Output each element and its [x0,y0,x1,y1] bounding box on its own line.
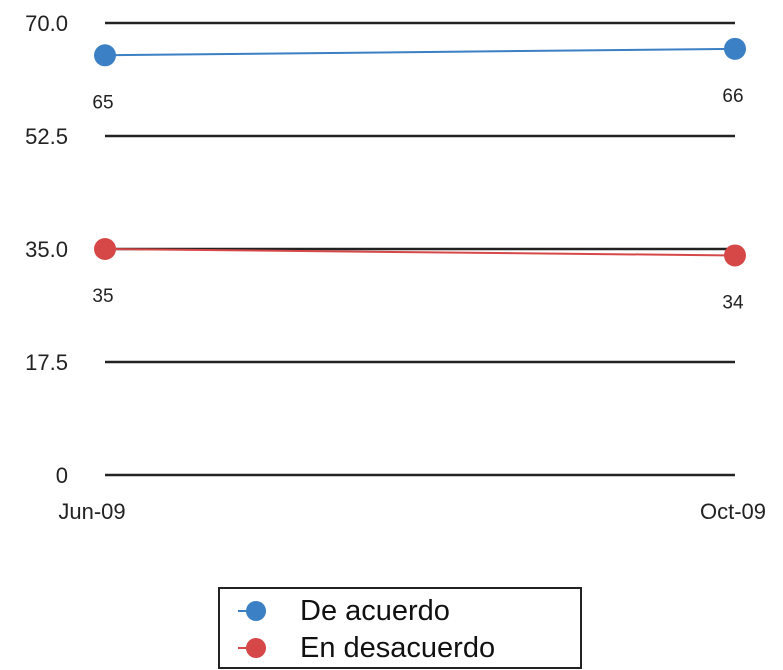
data-label: 66 [722,86,743,107]
y-tick-label: 35.0 [25,237,68,262]
data-label: 35 [92,286,113,307]
legend: De acuerdo En desacuerdo [218,587,582,669]
data-label: 34 [722,292,744,313]
data-label: 65 [92,92,113,113]
x-tick-label: Oct-09 [700,499,766,524]
x-axis-ticks: Jun-09 Oct-09 [58,499,766,524]
y-tick-label: 52.5 [25,124,68,149]
data-point [94,44,116,67]
legend-label: De acuerdo [300,594,450,627]
series-group: 65 66 35 34 [92,37,746,313]
data-point [94,238,116,260]
y-tick-label: 70.0 [25,11,68,36]
data-point [724,244,746,267]
data-point [724,37,746,60]
legend-label: En desacuerdo [300,631,496,664]
series-line [104,47,736,57]
legend-item-en-desacuerdo: En desacuerdo [220,630,495,666]
y-tick-label: 17.5 [25,350,68,375]
gridlines [105,21,735,477]
legend-item-de-acuerdo: De acuerdo [220,593,450,629]
series-line [104,248,736,257]
y-tick-label: 0 [56,463,68,488]
legend-marker-de-acuerdo [220,596,280,626]
y-axis-ticks: 0 17.5 35.0 52.5 70.0 [25,11,68,488]
legend-marker-en-desacuerdo [220,633,280,663]
x-tick-label: Jun-09 [58,499,125,524]
line-chart: 0 17.5 35.0 52.5 70.0 Jun-09 Oct-09 65 66 35 34 [25,11,766,524]
